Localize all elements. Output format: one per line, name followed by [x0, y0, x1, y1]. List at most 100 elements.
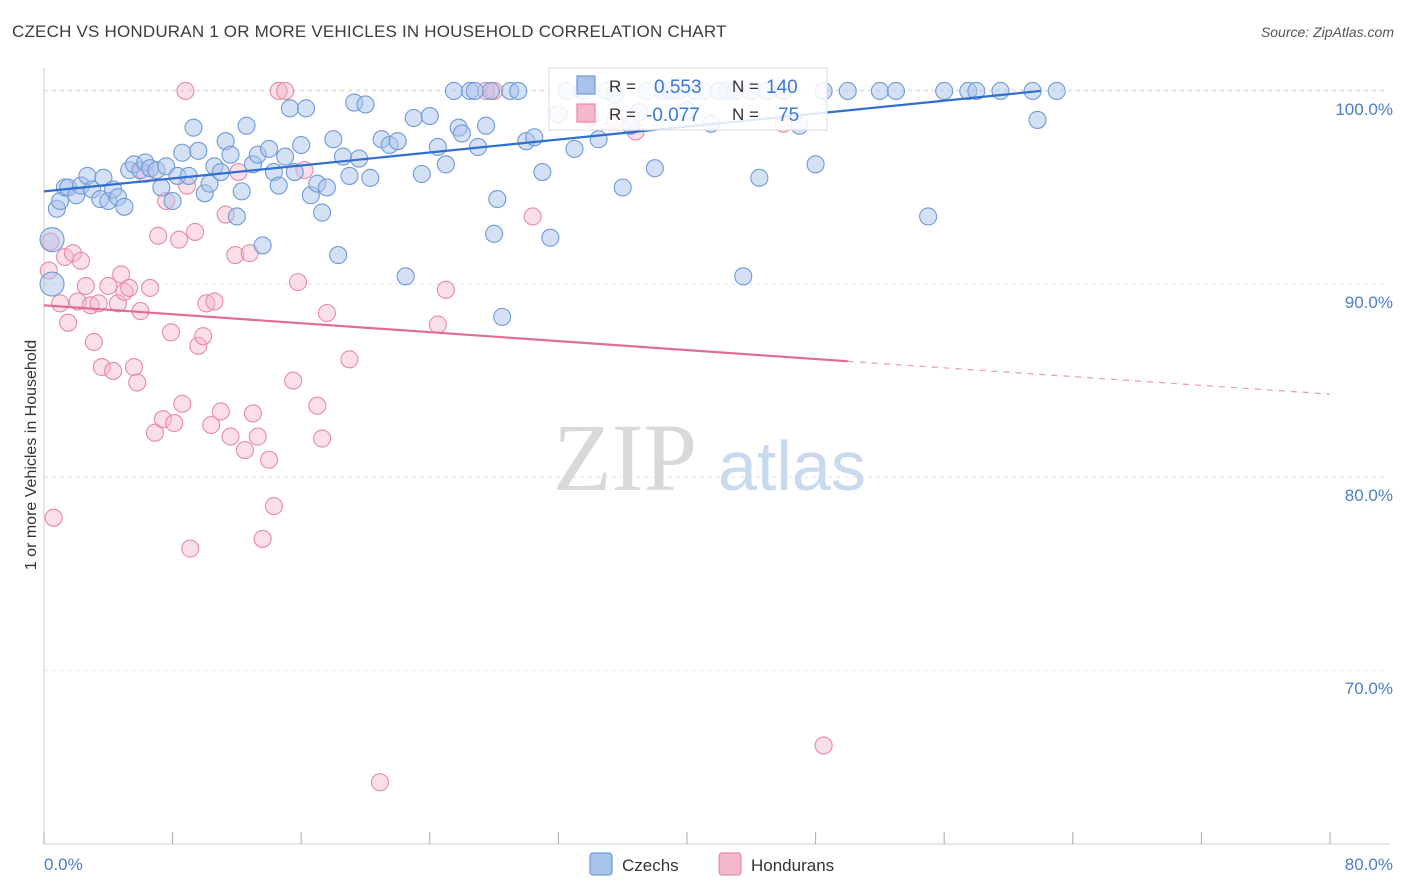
- stats-n-value-1: 140: [766, 77, 798, 98]
- point-hondurans-50: [253, 529, 272, 548]
- point-hondurans-49: [248, 427, 267, 446]
- point-hondurans-46: [235, 441, 254, 460]
- point-hondurans-2: [44, 508, 63, 527]
- point-hondurans-61: [340, 350, 359, 369]
- point-czechs-124: [967, 81, 986, 101]
- stats-n-value-2: 75: [778, 105, 799, 126]
- x-tick-label-1: 80.0%: [1345, 855, 1393, 874]
- point-czechs-76: [477, 116, 496, 135]
- point-czechs-78: [485, 224, 504, 243]
- point-czechs-85: [533, 163, 552, 182]
- point-hondurans-11: [84, 332, 103, 352]
- point-czechs-129: [465, 81, 484, 101]
- point-hondurans-24: [141, 278, 160, 297]
- point-czechs-86: [541, 228, 560, 247]
- point-czechs-41: [253, 236, 272, 255]
- point-czechs-47: [285, 163, 304, 182]
- point-czechs-24: [163, 191, 182, 211]
- point-hondurans-5: [59, 313, 78, 332]
- point-hondurans-29: [161, 323, 181, 342]
- point-hondurans-69: [814, 736, 833, 755]
- point-czechs-71: [444, 81, 463, 101]
- point-czechs-89: [565, 139, 584, 158]
- point-hondurans-63: [428, 315, 447, 334]
- point-czechs-121: [919, 207, 938, 226]
- watermark-zip: ZIP: [553, 404, 697, 511]
- stats-swatch-hondurans: [576, 103, 596, 123]
- point-hondurans-13: [92, 358, 111, 377]
- axes: [43, 68, 1390, 845]
- point-czechs-95: [613, 178, 632, 197]
- point-czechs-36: [227, 207, 246, 226]
- point-czechs-53: [317, 178, 336, 197]
- stats-r-value-1: 0.553: [654, 77, 702, 98]
- point-czechs-44: [269, 176, 288, 195]
- point-hondurans-17: [112, 265, 131, 284]
- point-czechs-65: [396, 267, 415, 286]
- point-hondurans-66: [523, 207, 542, 226]
- point-hondurans-58: [308, 396, 327, 415]
- point-czechs-60: [356, 95, 375, 114]
- point-czechs-29: [189, 141, 208, 160]
- point-hondurans-54: [276, 81, 295, 101]
- point-czechs-49: [296, 99, 316, 118]
- point-hondurans-14: [99, 276, 118, 296]
- y-tick-label-2: 80.0%: [1345, 486, 1393, 505]
- point-hondurans-62: [370, 773, 390, 792]
- point-hondurans-56: [288, 273, 308, 292]
- point-hondurans-53: [269, 81, 288, 101]
- point-czechs-128: [1047, 81, 1066, 101]
- point-hondurans-12: [89, 294, 108, 313]
- point-czechs-120: [886, 81, 906, 101]
- point-hondurans-37: [194, 327, 213, 346]
- stats-r-label-1: R =: [609, 77, 636, 96]
- point-czechs-52: [313, 203, 332, 222]
- point-czechs-61: [361, 168, 380, 187]
- x-tick-label-0: 0.0%: [44, 855, 83, 874]
- point-czechs-64: [388, 132, 407, 151]
- point-czechs-28: [184, 118, 203, 137]
- point-czechs-79: [488, 190, 507, 209]
- point-hondurans-9: [76, 276, 95, 296]
- point-czechs-46: [280, 99, 299, 118]
- point-hondurans-15: [104, 361, 123, 380]
- point-hondurans-64: [436, 280, 455, 299]
- point-czechs-55: [329, 246, 348, 265]
- point-hondurans-36: [189, 336, 208, 355]
- point-hondurans-48: [243, 404, 263, 423]
- point-czechs-92: [589, 130, 608, 149]
- point-czechs-1: [39, 227, 65, 253]
- point-czechs-99: [645, 159, 664, 178]
- legend-swatch-hondurans: [718, 852, 742, 876]
- point-czechs-15: [115, 197, 134, 216]
- point-czechs-37: [232, 182, 251, 201]
- y-axis-label: 1 or more Vehicles in Household: [23, 340, 40, 570]
- stats-n-label-2: N =: [732, 105, 759, 124]
- stats-swatch-czechs: [576, 75, 596, 95]
- y-tick-labels: 100.0% 90.0% 80.0% 70.0%: [1335, 100, 1393, 698]
- point-czechs-35: [221, 145, 240, 164]
- point-hondurans-27: [153, 410, 173, 429]
- y-tick-label-0: 100.0%: [1335, 100, 1393, 119]
- point-hondurans-70: [176, 81, 195, 101]
- point-hondurans-55: [284, 371, 303, 390]
- point-hondurans-41: [211, 402, 230, 421]
- point-czechs-122: [935, 81, 954, 101]
- point-hondurans-31: [169, 230, 189, 249]
- point-hondurans-8: [71, 251, 91, 270]
- chart-source: Source: ZipAtlas.com: [1260, 24, 1394, 40]
- point-hondurans-34: [181, 539, 200, 558]
- point-czechs-116: [806, 155, 825, 174]
- point-czechs-110: [734, 267, 753, 286]
- stats-r-label-2: R =: [609, 105, 636, 124]
- point-hondurans-52: [264, 497, 283, 516]
- legend-swatch-czechs: [589, 852, 613, 876]
- point-czechs-77: [481, 81, 500, 101]
- point-hondurans-60: [317, 303, 336, 323]
- point-hondurans-59: [313, 429, 332, 448]
- point-hondurans-21: [128, 373, 147, 392]
- watermark-atlas: atlas: [718, 427, 866, 505]
- point-czechs-48: [292, 135, 311, 155]
- point-czechs-73: [452, 124, 472, 143]
- trend-line-czechs: [43, 89, 1041, 193]
